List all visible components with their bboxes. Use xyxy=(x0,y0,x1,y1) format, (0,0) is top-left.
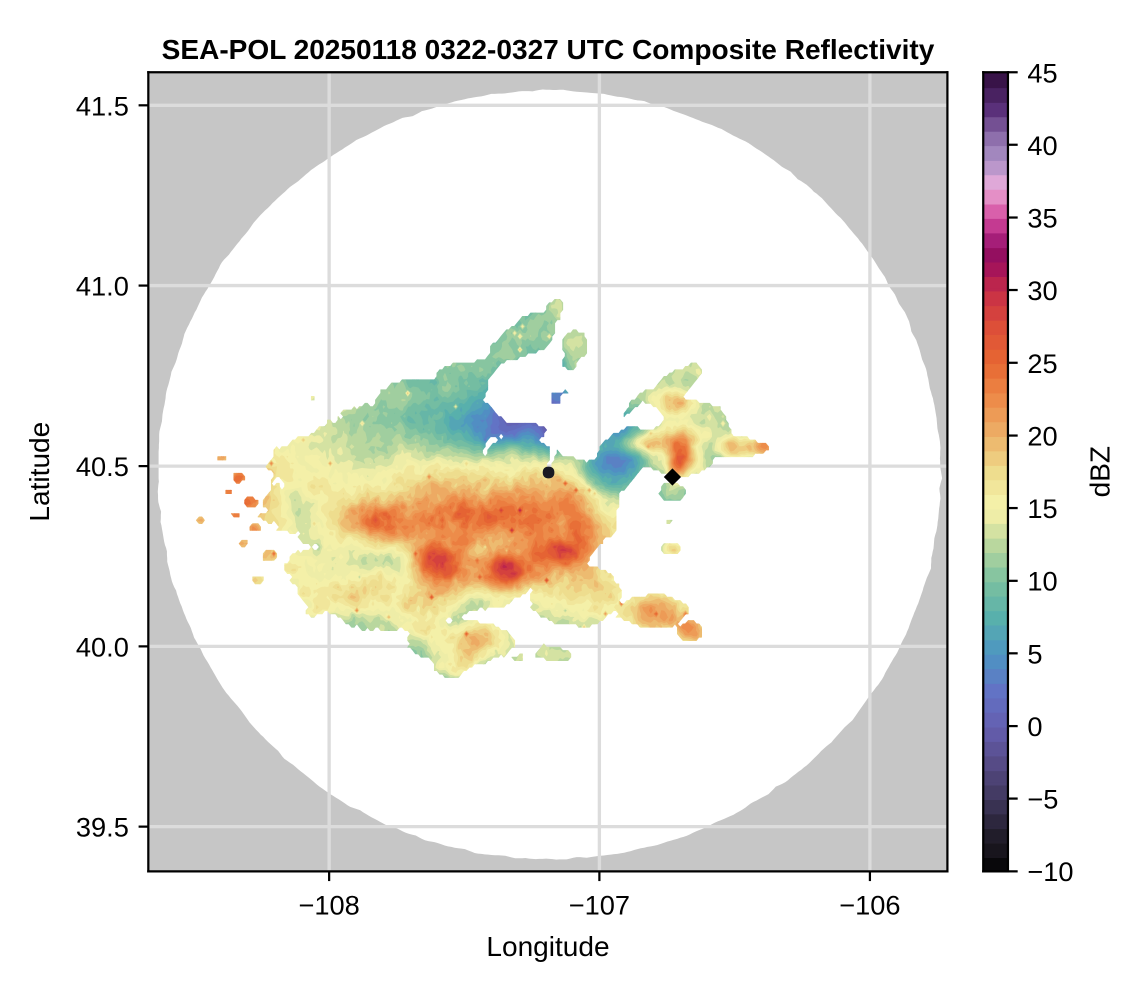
svg-text:41.5: 41.5 xyxy=(76,90,129,121)
svg-text:Latitude: Latitude xyxy=(24,422,55,522)
svg-text:20: 20 xyxy=(1027,420,1057,451)
svg-text:40.0: 40.0 xyxy=(76,631,129,662)
svg-text:5: 5 xyxy=(1027,638,1042,669)
svg-text:−106: −106 xyxy=(839,889,900,920)
svg-text:40.5: 40.5 xyxy=(76,451,129,482)
svg-text:0: 0 xyxy=(1027,711,1042,742)
svg-text:SEA-POL 20250118 0322-0327 UTC: SEA-POL 20250118 0322-0327 UTC Composite… xyxy=(162,34,935,65)
svg-text:41.0: 41.0 xyxy=(76,271,129,302)
svg-text:Longitude: Longitude xyxy=(486,931,609,962)
svg-text:25: 25 xyxy=(1027,348,1057,379)
svg-text:45: 45 xyxy=(1027,57,1057,88)
svg-text:−107: −107 xyxy=(569,889,630,920)
svg-text:39.5: 39.5 xyxy=(76,812,129,843)
svg-text:15: 15 xyxy=(1027,493,1057,524)
svg-text:−10: −10 xyxy=(1027,856,1073,887)
svg-text:−5: −5 xyxy=(1027,784,1058,815)
svg-text:−108: −108 xyxy=(298,889,359,920)
svg-text:dBZ: dBZ xyxy=(1084,446,1115,497)
svg-text:35: 35 xyxy=(1027,203,1057,234)
svg-text:40: 40 xyxy=(1027,130,1057,161)
svg-text:10: 10 xyxy=(1027,566,1057,597)
svg-text:30: 30 xyxy=(1027,275,1057,306)
